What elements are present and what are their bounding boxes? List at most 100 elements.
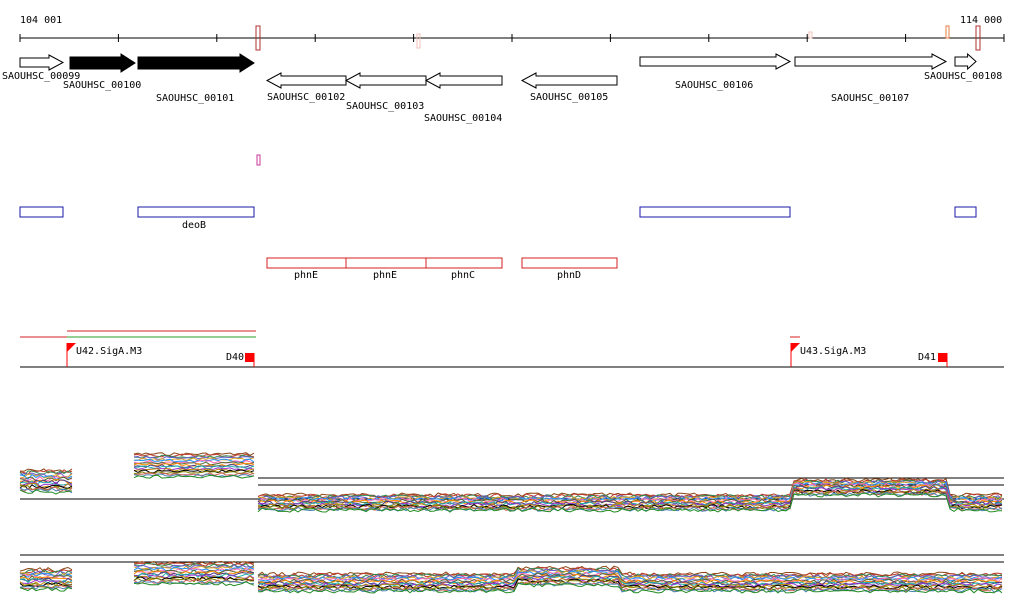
expression-trace <box>19 577 73 583</box>
expression-trace <box>257 570 1003 582</box>
expression-trace <box>19 469 73 475</box>
expression-trace <box>133 566 255 572</box>
expression-trace <box>19 479 73 485</box>
operon-track-blue <box>19 206 977 218</box>
gene-arrow[interactable] <box>424 72 503 89</box>
gene-arrow[interactable] <box>954 52 977 71</box>
gene-arrow[interactable] <box>520 72 618 89</box>
expression-trace <box>19 583 73 589</box>
feature-marker[interactable] <box>256 154 261 166</box>
terminator-marker[interactable] <box>938 353 948 367</box>
operon-label: phnE <box>373 270 398 281</box>
operon-box[interactable] <box>266 257 347 269</box>
operon-label: phnC <box>451 270 476 281</box>
expression-trace <box>19 476 73 482</box>
region-marker-orange[interactable] <box>945 25 950 39</box>
gene-label[interactable]: SAOUHSC_00106 <box>675 80 754 91</box>
operon-box[interactable] <box>521 257 618 269</box>
ruler <box>19 25 1005 51</box>
expression-trace <box>257 582 1003 594</box>
operon-box[interactable] <box>425 257 503 269</box>
expression-trace <box>19 487 73 494</box>
expression-trace <box>19 585 73 590</box>
ruler-end-label: 114 000 <box>960 15 1003 26</box>
expression-trace <box>257 480 1003 501</box>
gene-label[interactable]: SAOUHSC_00103 <box>346 101 425 112</box>
gene-label[interactable]: SAOUHSC_00100 <box>63 80 142 91</box>
operon-box[interactable] <box>137 206 255 218</box>
expression-trace <box>134 457 255 462</box>
promoter-label[interactable]: U43.SigA.M3 <box>800 346 867 357</box>
gene-label[interactable]: SAOUHSC_00102 <box>267 92 346 103</box>
operon-box[interactable] <box>639 206 791 218</box>
expression-trace <box>133 467 255 473</box>
expression-trace <box>133 569 255 575</box>
expression-trace <box>257 571 1003 583</box>
expression-trace <box>133 455 255 460</box>
promoter-label[interactable]: U42.SigA.M3 <box>76 346 143 357</box>
gene-track <box>19 52 977 89</box>
gene-label[interactable]: SAOUHSC_00108 <box>924 71 1003 82</box>
expression-trace <box>133 465 255 470</box>
gene-label[interactable]: SAOUHSC_00107 <box>831 93 910 104</box>
expression-trace <box>19 576 73 581</box>
expression-trace <box>133 574 255 579</box>
expression-trace <box>257 492 1002 513</box>
ruler-start-label: 104 001 <box>20 15 63 26</box>
expression-trace <box>257 579 1003 591</box>
operon-box[interactable] <box>954 206 977 218</box>
expression-trace <box>257 574 1003 586</box>
region-marker-right[interactable] <box>975 25 981 51</box>
expression-trace <box>134 461 255 466</box>
expression-trace <box>133 474 255 479</box>
gene-arrow[interactable] <box>69 53 136 73</box>
expression-trace <box>19 486 73 493</box>
expression-trace <box>19 586 73 592</box>
expression-trace <box>257 567 1003 579</box>
gene-label[interactable]: SAOUHSC_00104 <box>424 113 503 124</box>
gene-label[interactable]: SAOUHSC_00105 <box>530 92 609 103</box>
gene-label[interactable]: SAOUHSC_00101 <box>156 93 235 104</box>
regulatory-track <box>20 330 1004 368</box>
expression-trace <box>257 490 1003 511</box>
terminator-label[interactable]: D41 <box>918 352 937 363</box>
expression-trace <box>19 475 73 482</box>
expression-trace <box>133 464 255 468</box>
expression-trace <box>133 565 255 571</box>
expression-trace <box>19 568 73 574</box>
expression-trace <box>19 489 73 495</box>
gene-arrow[interactable] <box>344 72 427 89</box>
expression-trace <box>19 578 73 585</box>
gene-arrow[interactable] <box>639 53 792 70</box>
region-marker-faint[interactable] <box>808 31 813 39</box>
expression-trace <box>19 481 73 488</box>
operon-label: phnE <box>294 270 319 281</box>
promoter-flag[interactable] <box>66 343 76 367</box>
expression-track-2 <box>19 554 1004 594</box>
gene-label[interactable]: SAOUHSC_00099 <box>2 71 81 82</box>
operon-label: deoB <box>182 220 207 231</box>
region-marker-left[interactable] <box>255 25 261 51</box>
gene-arrow[interactable] <box>794 53 948 70</box>
expression-trace <box>257 489 1003 510</box>
expression-trace <box>133 452 255 457</box>
expression-trace <box>19 470 73 477</box>
terminator-marker[interactable] <box>245 353 255 367</box>
operon-box[interactable] <box>345 257 427 269</box>
operon-label: phnD <box>557 270 582 281</box>
expression-track-1 <box>19 452 1004 513</box>
operon-track-red <box>266 257 618 269</box>
promoter-flag[interactable] <box>790 343 800 367</box>
operon-box[interactable] <box>19 206 64 218</box>
expression-trace <box>133 581 255 587</box>
expression-trace <box>257 491 1003 512</box>
gene-arrow[interactable] <box>137 53 255 73</box>
gene-arrow[interactable] <box>265 72 347 89</box>
gene-arrow[interactable] <box>19 54 65 71</box>
terminator-label[interactable]: D40 <box>226 352 245 363</box>
ruler-ticks <box>19 34 1005 42</box>
expression-trace <box>133 453 255 458</box>
region-marker-faint[interactable] <box>416 33 421 49</box>
